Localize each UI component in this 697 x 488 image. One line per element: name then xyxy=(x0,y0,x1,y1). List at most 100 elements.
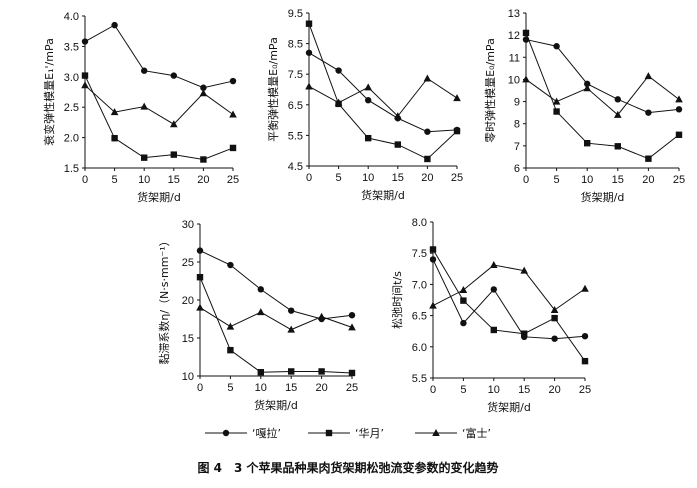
data-point xyxy=(614,110,622,118)
x-tick-label: 0 xyxy=(306,172,312,184)
data-point xyxy=(335,67,342,74)
data-point xyxy=(490,326,497,334)
data-point xyxy=(490,261,498,269)
y-tick-label: 9.5 xyxy=(288,8,303,20)
data-point xyxy=(348,369,356,377)
y-axis-label: 零时弹性模量E₀/mPa xyxy=(483,38,497,143)
y-tick-label: 30 xyxy=(182,219,194,231)
x-tick-label: 5 xyxy=(336,172,342,184)
data-point xyxy=(429,246,437,253)
data-point xyxy=(460,297,467,304)
data-point xyxy=(170,151,177,158)
series-line xyxy=(84,84,234,125)
data-point xyxy=(81,81,89,89)
y-tick-label: 4.5 xyxy=(288,161,303,173)
data-point xyxy=(460,319,467,327)
data-point xyxy=(675,106,683,113)
data-point xyxy=(110,108,119,116)
x-tick-label: 5 xyxy=(554,174,560,186)
x-tick-label: 15 xyxy=(392,172,404,184)
data-point xyxy=(552,97,561,105)
y-axis-label: 平衡弹性模量E₀/mPa xyxy=(266,37,280,142)
y-tick-label: 1.5 xyxy=(64,163,79,175)
data-point xyxy=(394,141,401,148)
y-tick-label: 25 xyxy=(182,257,194,269)
data-point xyxy=(111,135,118,142)
x-tick-label: 25 xyxy=(451,172,463,184)
legend-item: ‘华月’ xyxy=(308,426,384,440)
x-tick-label: 0 xyxy=(82,174,88,186)
data-point xyxy=(229,77,237,85)
y-tick-label: 5.5 xyxy=(412,373,427,385)
series-line xyxy=(84,75,234,161)
x-tick-label: 20 xyxy=(421,172,433,184)
y-tick-label: 13 xyxy=(508,8,520,20)
series-line xyxy=(199,277,353,374)
charts-group: 0 5 10 15 20 25 1.5 2.0 2.5 3.0 3.5 4.0 货架期/d 衰变弹性模量E… xyxy=(42,8,685,414)
data-point xyxy=(675,131,683,138)
data-point xyxy=(348,323,356,331)
data-point xyxy=(196,247,204,254)
x-tick-label: 10 xyxy=(255,382,267,394)
data-point xyxy=(305,20,313,27)
x-tick-label: 25 xyxy=(346,382,358,394)
y-tick-label: 6.0 xyxy=(412,342,427,354)
data-point xyxy=(226,322,235,330)
y-tick-label: 11 xyxy=(509,52,520,64)
data-point xyxy=(257,369,264,376)
x-tick-label: 5 xyxy=(112,174,118,186)
x-tick-label: 15 xyxy=(518,384,530,396)
chart-panel: 0 5 10 15 20 25 6 7 8 9 10 11 12 13 货架期/d 零时弹性模量E₀/mPa xyxy=(483,8,685,204)
chart-panel: 0 5 10 15 20 25 1.5 2.0 2.5 3.0 3.5 4.0 货架期/d 衰变弹性模量E… xyxy=(42,11,239,204)
data-point xyxy=(81,72,89,79)
data-point xyxy=(429,256,437,263)
data-point xyxy=(581,284,589,292)
series-line xyxy=(525,39,680,114)
data-point xyxy=(317,312,326,320)
x-tick-label: 25 xyxy=(673,174,685,186)
chart-panel: 0 5 10 15 20 25 10 15 20 25 30 货架期/d 黏滞系数η/（N·s·mm⁻¹… xyxy=(157,219,358,412)
legend-label: ‘富士’ xyxy=(462,426,491,440)
data-point xyxy=(288,307,295,314)
data-point xyxy=(645,109,652,116)
series-line xyxy=(199,307,353,331)
y-axis-label: 松弛时间t/s xyxy=(390,271,404,329)
data-point xyxy=(229,110,237,118)
data-point xyxy=(583,84,591,92)
y-tick-label: 12 xyxy=(508,30,520,42)
x-tick-label: 20 xyxy=(315,382,327,394)
data-point xyxy=(522,29,530,37)
y-tick-label: 7.5 xyxy=(412,248,427,260)
x-tick-label: 20 xyxy=(642,174,654,186)
data-point xyxy=(614,143,621,150)
data-point xyxy=(318,368,325,375)
y-tick-label: 7 xyxy=(514,141,520,153)
data-point xyxy=(141,154,148,161)
data-point xyxy=(287,325,295,333)
x-tick-label: 10 xyxy=(488,384,500,396)
data-point xyxy=(394,112,402,120)
data-point xyxy=(675,95,683,103)
legend-label: ‘嘎拉’ xyxy=(252,426,281,440)
series-line xyxy=(432,249,586,362)
data-point xyxy=(614,96,621,103)
data-point xyxy=(644,72,653,80)
x-tick-label: 15 xyxy=(612,174,624,186)
y-tick-label: 3.5 xyxy=(64,41,79,53)
x-axis-label: 货架期/d xyxy=(254,398,298,412)
series-line xyxy=(199,250,353,320)
y-tick-label: 3.0 xyxy=(64,72,79,84)
legend-marker xyxy=(222,429,230,437)
data-point xyxy=(581,357,589,365)
series-line xyxy=(432,264,586,311)
data-point xyxy=(257,308,265,316)
data-point xyxy=(453,127,461,135)
figure-caption: 图 4 3 个苹果品种果肉货架期松弛流变参数的变化趋势 xyxy=(197,460,498,475)
y-axis-label: 衰变弹性模量E₁'/mPa xyxy=(42,38,56,146)
x-tick-label: 10 xyxy=(362,172,374,184)
legend-label: ‘华月’ xyxy=(355,426,384,440)
y-tick-label: 8.0 xyxy=(412,217,427,229)
x-tick-label: 5 xyxy=(227,382,233,394)
legend: ‘嘎拉’ ‘华月’ ‘富士’ xyxy=(205,426,491,440)
